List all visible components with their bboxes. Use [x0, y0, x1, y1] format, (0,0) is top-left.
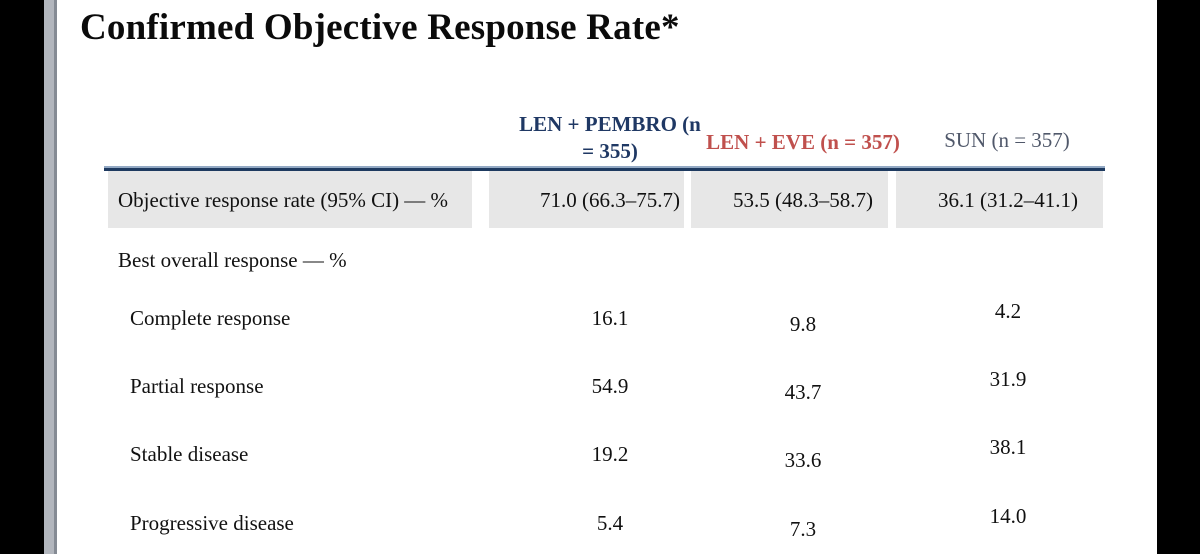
row-label: Objective response rate (95% CI) — % [118, 188, 449, 212]
highlight-row-bg [896, 171, 1103, 228]
cell-value: 53.5 (48.3–58.7) [733, 188, 873, 212]
highlight-row-bg [691, 171, 888, 228]
highlight-row-bg [489, 171, 684, 228]
letterbox-left [0, 0, 44, 554]
cell-value: 16.1 [591, 306, 629, 330]
cell-value: 14.0 [989, 504, 1027, 528]
row-label: Complete response [130, 306, 291, 330]
column-header-sun: SUN (n = 357) [944, 127, 1070, 152]
cell-value: 33.6 [784, 448, 822, 472]
row-label: Progressive disease [130, 511, 294, 535]
left-edge-strip [44, 0, 57, 554]
highlight-row-bg [108, 171, 472, 228]
cell-value: 9.8 [789, 312, 817, 336]
column-header-len-eve: LEN + EVE (n = 357) [706, 129, 900, 154]
table-row: Best overall response — % [106, 246, 1106, 274]
cell-value: 31.9 [989, 367, 1027, 391]
row-label: Partial response [130, 374, 264, 398]
row-label: Best overall response — % [118, 248, 347, 272]
cell-value: 36.1 (31.2–41.1) [938, 188, 1078, 212]
table-row: Stable disease 19.2 33.6 38.1 [106, 435, 1106, 472]
table-row: Partial response 54.9 43.7 31.9 [106, 367, 1106, 404]
column-header-len-pembro: LEN + PEMBRO (n = 355) [519, 112, 701, 163]
cell-value: 5.4 [596, 511, 624, 535]
header-divider-rule [104, 166, 1105, 171]
table-row: Complete response 16.1 9.8 4.2 [106, 299, 1106, 336]
cell-value: 54.9 [591, 374, 629, 398]
cell-value: 4.2 [994, 299, 1022, 323]
letterbox-right [1157, 0, 1200, 554]
table-row: Progressive disease 5.4 7.3 14.0 [106, 504, 1106, 541]
slide-title: Confirmed Objective Response Rate* [80, 7, 680, 48]
cell-value: 19.2 [591, 442, 629, 466]
cell-value: 43.7 [784, 380, 822, 404]
cell-value: 71.0 (66.3–75.7) [540, 188, 680, 212]
row-label: Stable disease [130, 442, 249, 466]
cell-value: 38.1 [989, 435, 1027, 459]
table-row: Objective response rate (95% CI) — % 71.… [106, 186, 1106, 214]
cell-value: 7.3 [789, 517, 817, 541]
